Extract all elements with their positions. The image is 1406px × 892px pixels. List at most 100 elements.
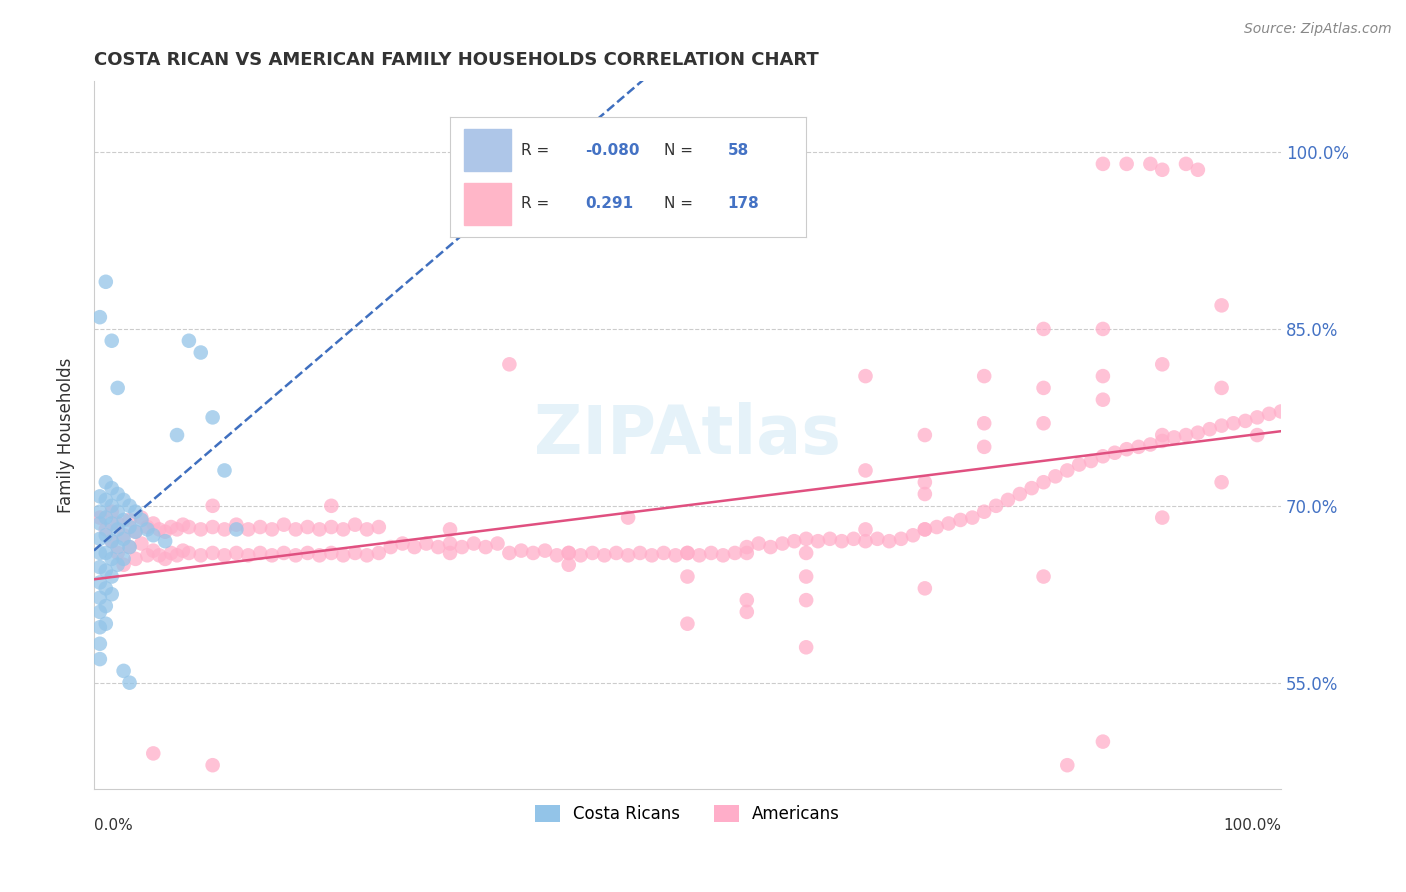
Point [1152,162,1174,177]
Point [118,540,141,554]
Point [94,616,117,631]
Point [973,440,995,454]
Point [1091,369,1114,384]
Point [1032,381,1054,395]
Point [1152,428,1174,442]
Point [1104,446,1126,460]
Point [107,381,129,395]
Point [581,546,603,560]
Point [100,534,122,549]
Point [914,487,936,501]
Point [94,599,117,613]
Point [332,522,354,536]
Point [284,522,307,536]
Point [522,546,544,560]
Point [962,510,984,524]
Point [297,520,319,534]
Point [356,549,378,563]
Point [89,310,111,325]
Point [498,546,520,560]
Point [855,463,877,477]
Point [973,505,995,519]
Point [901,528,924,542]
Point [1021,481,1043,495]
Point [177,334,200,348]
Point [439,546,461,560]
Point [1152,510,1174,524]
Point [569,549,592,563]
Point [148,522,170,536]
Point [1032,417,1054,431]
Point [89,516,111,531]
Point [100,569,122,583]
Point [1187,162,1209,177]
Point [124,524,146,539]
Point [914,582,936,596]
Point [249,520,271,534]
Point [107,540,129,554]
Point [997,492,1019,507]
Point [451,540,474,554]
Point [118,520,141,534]
Point [831,534,853,549]
Point [439,536,461,550]
Point [1128,440,1150,454]
Point [142,528,165,542]
Point [1234,414,1257,428]
Point [676,546,699,560]
Point [214,522,236,536]
Point [177,520,200,534]
Point [439,522,461,536]
Point [166,428,188,442]
Point [112,664,135,678]
Point [617,510,640,524]
Point [153,534,176,549]
Point [112,528,135,542]
Point [605,546,627,560]
Point [332,549,354,563]
Point [136,520,159,534]
Point [124,524,146,539]
Point [225,517,247,532]
Point [308,549,330,563]
Point [89,605,111,619]
Point [1139,157,1161,171]
Point [498,357,520,371]
Point [356,522,378,536]
Point [676,546,699,560]
Point [770,536,793,550]
Point [1211,381,1233,395]
Point [118,513,141,527]
Point [100,587,122,601]
Point [842,532,865,546]
Point [914,428,936,442]
Point [973,369,995,384]
Point [925,520,948,534]
Text: 0.0%: 0.0% [94,818,132,833]
Text: Source: ZipAtlas.com: Source: ZipAtlas.com [1244,22,1392,37]
Point [89,532,111,546]
Point [914,522,936,536]
Point [190,345,212,359]
Point [735,593,758,607]
Point [984,499,1007,513]
Point [652,546,675,560]
Point [877,534,900,549]
Point [100,505,122,519]
Point [214,463,236,477]
Text: ZIPAtlas: ZIPAtlas [534,402,841,468]
Point [321,499,343,513]
Point [486,536,509,550]
Point [124,552,146,566]
Point [107,487,129,501]
Point [107,516,129,531]
Point [118,540,141,554]
Point [166,522,188,536]
Point [1056,758,1078,772]
Point [100,499,122,513]
Point [404,540,426,554]
Point [100,516,122,531]
Point [214,549,236,563]
Point [380,540,402,554]
Point [676,569,699,583]
